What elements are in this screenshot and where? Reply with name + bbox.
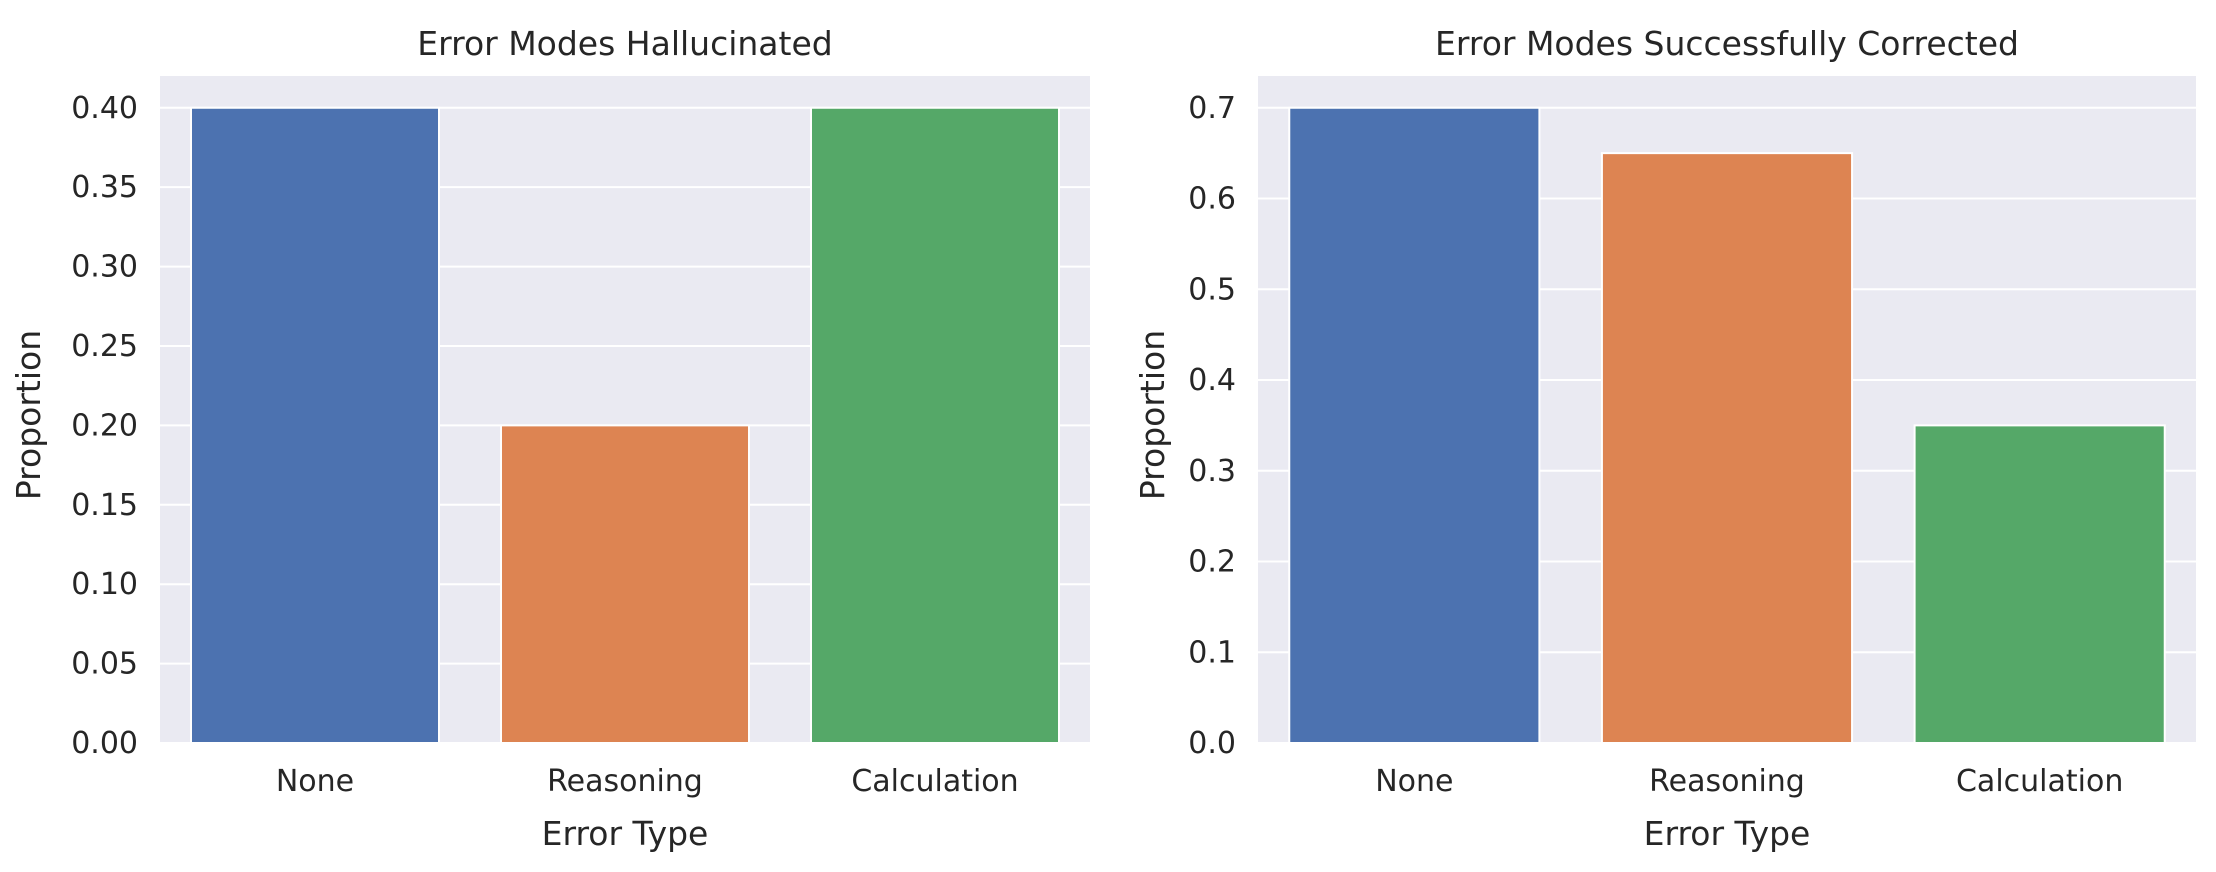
y-tick-label: 0.2: [1188, 545, 1236, 580]
chart-title-left: Error Modes Hallucinated: [417, 24, 832, 63]
y-axis-label-right: Proportion: [1133, 330, 1172, 500]
x-tick-label: Reasoning: [547, 764, 703, 799]
x-axis-label-left: Error Type: [542, 814, 709, 853]
x-tick-labels-right: None Reasoning Calculation: [1375, 764, 2123, 799]
y-tick-label: 0.20: [71, 408, 138, 443]
y-tick-label: 0.25: [71, 329, 138, 364]
x-tick-label: Reasoning: [1649, 764, 1805, 799]
chart-title-right: Error Modes Successfully Corrected: [1435, 24, 2019, 63]
x-tick-labels-left: None Reasoning Calculation: [276, 764, 1019, 799]
y-tick-label: 0.05: [71, 647, 138, 682]
bar-reasoning: [500, 424, 750, 744]
bar-calculation: [810, 106, 1060, 744]
y-tick-labels-right: 0.0 0.1 0.2 0.3 0.4 0.5 0.6 0.7: [1188, 91, 1236, 761]
y-tick-label: 0.00: [71, 726, 138, 761]
y-tick-label: 0.4: [1188, 363, 1236, 398]
y-tick-label: 0.7: [1188, 91, 1236, 126]
y-tick-labels-left: 0.00 0.05 0.10 0.15 0.20 0.25 0.30 0.35 0.40: [71, 91, 138, 761]
bar-none: [1288, 106, 1541, 744]
bar-reasoning: [1600, 152, 1854, 744]
y-axis-label-left: Proportion: [9, 330, 48, 500]
x-tick-label: None: [276, 764, 354, 799]
x-tick-label: None: [1375, 764, 1453, 799]
y-tick-label: 0.0: [1188, 726, 1236, 761]
bar-none: [190, 106, 440, 744]
y-tick-label: 0.5: [1188, 272, 1236, 307]
y-tick-label: 0.40: [71, 91, 138, 126]
bar-calculation: [1913, 424, 2166, 744]
x-axis-label-right: Error Type: [1644, 814, 1811, 853]
bars-right: [1288, 106, 2166, 744]
y-tick-label: 0.10: [71, 567, 138, 602]
x-tick-label: Calculation: [1956, 764, 2123, 799]
y-tick-label: 0.30: [71, 250, 138, 285]
y-tick-label: 0.1: [1188, 635, 1236, 670]
x-tick-label: Calculation: [851, 764, 1018, 799]
bars-left: [190, 106, 1060, 744]
y-tick-label: 0.3: [1188, 454, 1236, 489]
y-tick-label: 0.15: [71, 488, 138, 523]
chart-corrected: 0.0 0.1 0.2 0.3 0.4 0.5 0.6 0.7 None Reasoning Ca…: [1133, 24, 2196, 853]
chart-hallucinated: 0.00 0.05 0.10 0.15 0.20 0.25 0.30 0.35 0.40 Non…: [9, 24, 1090, 853]
y-tick-label: 0.6: [1188, 182, 1236, 217]
y-tick-label: 0.35: [71, 170, 138, 205]
